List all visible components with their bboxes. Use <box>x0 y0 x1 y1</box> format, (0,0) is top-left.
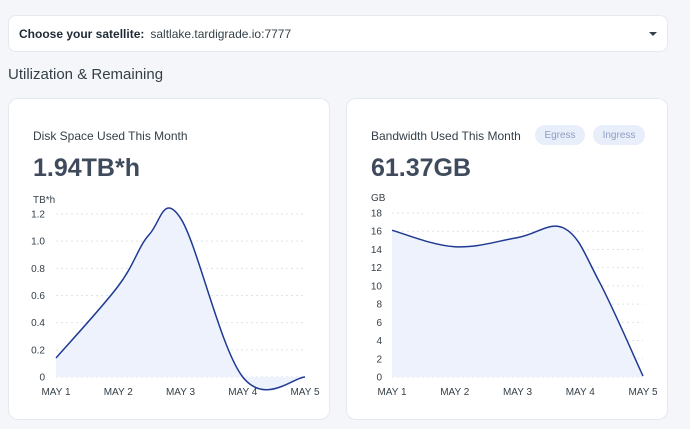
x-tick-label: MAY 4 <box>566 387 596 398</box>
x-tick-label: MAY 1 <box>377 387 407 398</box>
y-tick-label: 16 <box>371 227 383 238</box>
y-tick-label: 0 <box>376 373 382 384</box>
disk-space-value: 1.94TB*h <box>33 154 140 182</box>
y-axis-unit-label: GB <box>371 193 386 204</box>
x-tick-label: MAY 3 <box>166 387 196 398</box>
series-area <box>56 207 305 390</box>
bandwidth-chart: GB 0 2 4 6 8 10 12 14 16 18 MAY 1 MAY 2 MAY 3 MAY 4 MAY… <box>371 193 658 398</box>
y-axis-unit-label: TB*h <box>33 195 55 206</box>
y-tick-label: 0.2 <box>31 345 45 356</box>
series-line <box>391 225 644 377</box>
egress-tab[interactable]: Egress <box>535 125 585 145</box>
satellite-value: saltlake.tardigrade.io:7777 <box>150 26 292 41</box>
series-area <box>392 226 643 377</box>
y-tick-label: 10 <box>371 281 383 292</box>
x-tick-label: MAY 5 <box>628 387 658 398</box>
series-line <box>55 207 306 391</box>
y-tick-label: 0.8 <box>31 264 45 275</box>
bandwidth-title: Bandwidth Used This Month <box>371 129 521 143</box>
disk-space-card: Disk Space Used This Month 1.94TB*h TB*h… <box>8 98 330 420</box>
y-tick-label: 14 <box>371 245 383 256</box>
y-tick-label: 0.6 <box>31 291 45 302</box>
y-tick-label: 0 <box>39 373 45 384</box>
bandwidth-value: 61.37GB <box>371 154 472 182</box>
x-tick-label: MAY 2 <box>440 387 470 398</box>
x-tick-label: MAY 4 <box>228 387 258 398</box>
bandwidth-card: Bandwidth Used This Month Egress Ingress… <box>346 98 668 420</box>
y-tick-label: 6 <box>376 318 382 329</box>
y-tick-label: 4 <box>376 336 382 347</box>
x-tick-label: MAY 2 <box>104 387 134 398</box>
y-tick-label: 8 <box>376 300 382 311</box>
y-tick-label: 1.0 <box>31 237 45 248</box>
x-tick-label: MAY 3 <box>503 387 533 398</box>
y-tick-label: 1.2 <box>31 210 45 221</box>
y-tick-label: 18 <box>371 209 383 220</box>
caret-down-icon[interactable] <box>649 32 657 36</box>
satellite-label: Choose your satellite: <box>19 26 145 41</box>
x-tick-label: MAY 1 <box>41 387 71 398</box>
ingress-tab[interactable]: Ingress <box>593 125 645 145</box>
y-tick-label: 0.4 <box>31 318 45 329</box>
y-tick-label: 12 <box>371 263 383 274</box>
x-tick-label: MAY 5 <box>290 387 320 398</box>
satellite-selector[interactable]: Choose your satellite: saltlake.tardigra… <box>8 15 668 52</box>
disk-space-chart: TB*h 0 0.2 0.4 0.6 0.8 1.0 1.2 MAY 1 MAY 2 MAY 3 MA… <box>31 195 320 398</box>
disk-space-title: Disk Space Used This Month <box>33 129 188 143</box>
section-title: Utilization & Remaining <box>8 66 164 83</box>
y-tick-label: 2 <box>376 354 382 365</box>
